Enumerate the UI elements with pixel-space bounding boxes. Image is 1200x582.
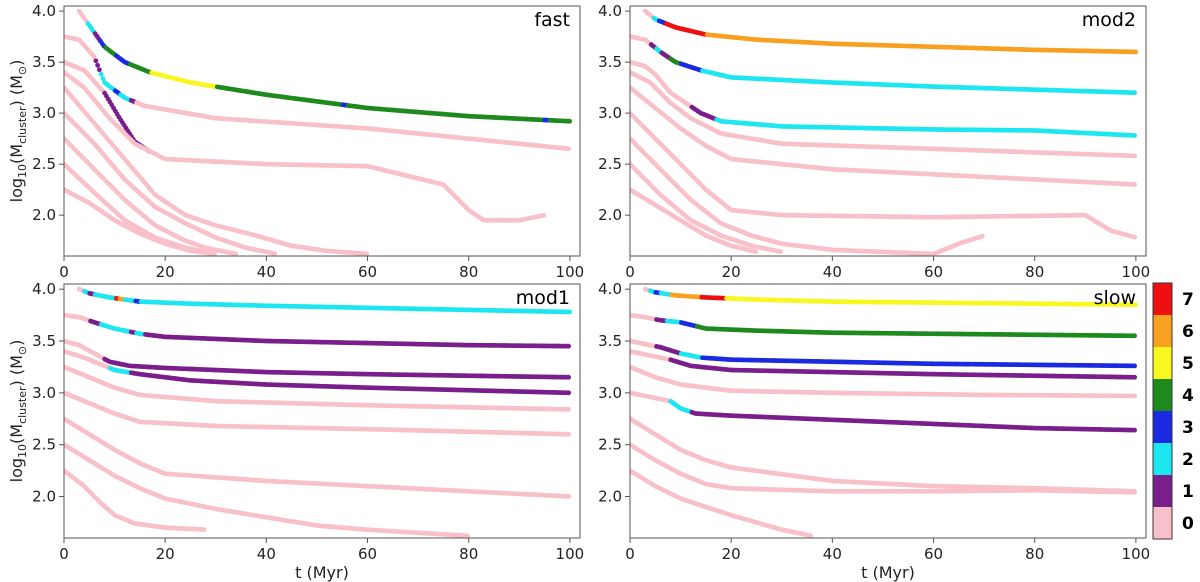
x-tick-label: 0 [59,263,69,281]
y-axis-label: log10(Mcluster) (M⊙) [7,60,29,203]
data-point [566,374,572,380]
x-tick-label: 40 [257,263,276,281]
series-4 [630,69,1138,159]
series-2 [64,312,572,349]
y-tick-label: 3.5 [32,53,56,71]
series-5 [630,85,1138,187]
x-tick-label: 100 [556,263,585,281]
panels-group: 0 20 40 60 80 100 2.0 2.5 3.0 3.5 4.0 fast log10(Mcl… [7,2,1150,582]
x-tick-label: 20 [722,263,741,281]
series-2 [64,34,572,152]
series-8 [630,161,783,255]
data-point [566,390,572,396]
x-tick-label: 60 [924,263,943,281]
series-6 [630,110,1138,240]
data-point [97,67,102,73]
data-point [272,251,278,256]
panel-mod2: 0 20 40 60 80 100 2.0 2.5 3.0 3.5 4.0 mod2 [598,2,1150,281]
y-tick-label: 3.0 [32,104,56,122]
y-tick-label: 4.0 [32,2,56,20]
data-point [541,212,547,218]
series-1 [76,8,573,124]
series-5 [64,85,370,256]
panel-title: mod2 [1082,9,1136,31]
x-tick-label: 20 [156,263,175,281]
data-point [1132,153,1138,159]
x-tick-label: 80 [1025,263,1044,281]
data-point [567,309,573,315]
plot-area [64,286,573,538]
plot-frame [63,5,581,257]
x-tick-label: 80 [459,263,478,281]
plot-frame [629,5,1147,257]
data-point [979,233,985,239]
data-point [364,251,370,256]
data-point [1132,90,1138,96]
y-tick-label: 2.5 [598,155,622,173]
series-4 [64,348,572,396]
data-point [95,62,101,68]
data-point [93,58,99,64]
series-7 [630,136,985,256]
y-tick-label: 2.5 [32,155,56,173]
y-tick-label: 4.0 [598,2,622,20]
plot-area [64,8,573,256]
data-point [778,249,783,255]
plot-area [630,8,1139,256]
series-4 [64,69,547,223]
panel-title: fast [534,9,570,31]
panel-fast: 0 20 40 60 80 100 2.0 2.5 3.0 3.5 4.0 fast log10(Mcl… [7,2,584,281]
data-point [91,54,97,60]
series-9 [64,187,217,256]
y-tick-label: 3.0 [598,104,622,122]
series-2 [630,34,1138,96]
data-point [566,146,572,152]
series-3 [64,338,572,380]
x-tick-label: 60 [358,263,377,281]
data-point [566,343,572,349]
series-1 [642,8,1139,55]
data-point [1133,49,1139,55]
series-6 [64,110,278,256]
data-point [1132,182,1138,187]
x-tick-label: 0 [625,263,635,281]
x-tick-label: 100 [1122,263,1151,281]
data-point [233,251,239,256]
series-1 [76,286,573,315]
y-tick-label: 2.0 [598,206,622,224]
x-tick-label: 40 [823,263,842,281]
series-7 [64,136,239,256]
data-point [100,76,106,82]
data-point [1132,133,1138,138]
series-3 [630,59,1138,138]
data-point [1132,234,1138,240]
data-point [98,71,104,77]
data-point [212,251,217,256]
data-point [567,118,573,124]
data-point [753,249,759,255]
y-tick-label: 2.0 [32,206,56,224]
y-tick-label: 3.5 [598,53,622,71]
series-9 [630,187,759,255]
